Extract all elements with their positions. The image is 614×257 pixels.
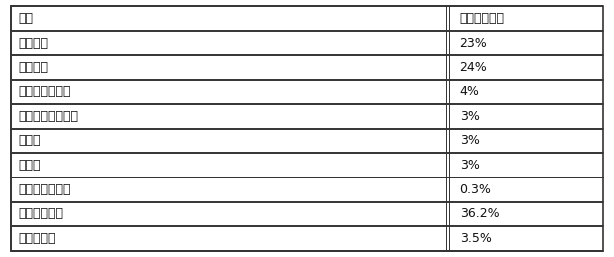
Text: 己二酸: 己二酸 <box>18 159 41 172</box>
Text: 0.3%: 0.3% <box>460 183 491 196</box>
Bar <box>446 128 603 153</box>
Bar <box>11 31 446 55</box>
Bar <box>11 153 446 177</box>
Bar <box>446 153 603 177</box>
Bar <box>446 6 603 31</box>
Text: 改性氢化蓖麻油: 改性氢化蓖麻油 <box>18 85 71 98</box>
Bar <box>11 177 446 202</box>
Bar <box>11 6 446 31</box>
Text: 聚合松香: 聚合松香 <box>18 36 49 50</box>
Bar <box>446 226 603 251</box>
Bar <box>11 55 446 80</box>
Text: 亚乙撑双硬脂酰胺: 亚乙撑双硬脂酰胺 <box>18 110 79 123</box>
Text: 4%: 4% <box>460 85 480 98</box>
Bar <box>11 104 446 128</box>
Bar <box>446 202 603 226</box>
Text: 23%: 23% <box>460 36 488 50</box>
Bar <box>446 80 603 104</box>
Bar <box>446 177 603 202</box>
Bar <box>11 202 446 226</box>
Text: 24%: 24% <box>460 61 488 74</box>
Text: 3%: 3% <box>460 134 480 147</box>
Bar <box>446 31 603 55</box>
Bar <box>11 226 446 251</box>
Bar <box>11 80 446 104</box>
Text: 3%: 3% <box>460 159 480 172</box>
Text: 丁二酸: 丁二酸 <box>18 134 41 147</box>
Text: 氢化松香: 氢化松香 <box>18 61 49 74</box>
Text: 二乙二醇己醚: 二乙二醇己醚 <box>18 207 63 221</box>
Bar <box>11 128 446 153</box>
Bar <box>446 55 603 80</box>
Text: 苯并三氮唑: 苯并三氮唑 <box>18 232 56 245</box>
Text: 3%: 3% <box>460 110 480 123</box>
Bar <box>446 104 603 128</box>
Text: 质量百分含量: 质量百分含量 <box>460 12 505 25</box>
Text: 36.2%: 36.2% <box>460 207 499 221</box>
Text: 3.5%: 3.5% <box>460 232 491 245</box>
Text: 原料: 原料 <box>18 12 33 25</box>
Text: 二苯胍氢溴酸盐: 二苯胍氢溴酸盐 <box>18 183 71 196</box>
